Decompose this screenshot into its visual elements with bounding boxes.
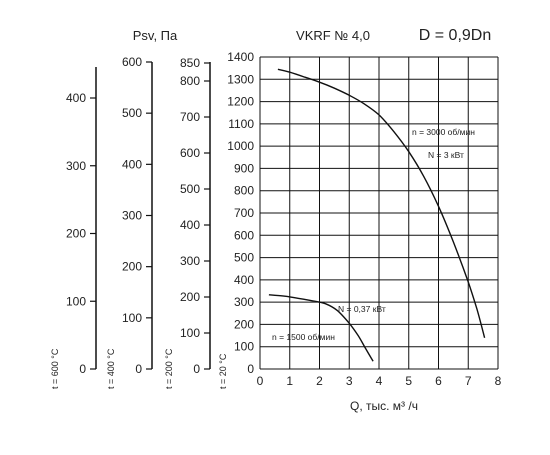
y-tick-label: 500 (234, 251, 254, 265)
temperature-scale-tick-label: 0 (193, 362, 200, 376)
temperature-scale-tick-label: 300 (180, 254, 200, 268)
temperature-scale-tick-label: 500 (122, 106, 142, 120)
x-tick-label: 1 (286, 374, 293, 388)
diameter-label: D = 0,9Dn (419, 27, 491, 44)
x-tick-label: 7 (465, 374, 472, 388)
x-tick-label: 0 (257, 374, 264, 388)
temperature-scale-tick-label: 200 (180, 290, 200, 304)
x-tick-label: 8 (495, 374, 502, 388)
temperature-scales: 0 100 200 300 400 t = 600 °C 0 100 200 300 400 500 6… (50, 55, 228, 389)
temperature-scale-tick-label: 400 (66, 91, 86, 105)
temperature-scale-tick-label: 400 (180, 218, 200, 232)
temperature-scale-tick-label: 0 (79, 362, 86, 376)
y-tick-label: 1400 (227, 50, 254, 64)
temperature-scale-tick-label: 300 (122, 209, 142, 223)
x-axis-label: Q, тыс. м³ /ч (350, 399, 418, 413)
y-tick-label: 900 (234, 161, 254, 175)
annotation-label: n = 1500 об/мин (272, 332, 335, 342)
temperature-scale-tick-label: 0 (135, 362, 142, 376)
temperature-scale-tick-label: 200 (66, 227, 86, 241)
temperature-scale-tick-label: 200 (122, 260, 142, 274)
temperature-scale-tick-label: 600 (122, 55, 142, 69)
y-tick-label: 700 (234, 206, 254, 220)
temperature-scale-tick-label: 100 (122, 311, 142, 325)
curve-3000-rpm (277, 68, 486, 338)
y-tick-label: 300 (234, 295, 254, 309)
temperature-scale-tick-label: 500 (180, 182, 200, 196)
x-tick-label: 3 (346, 374, 353, 388)
y-tick-label: 1200 (227, 95, 254, 109)
x-tick-label: 5 (405, 374, 412, 388)
temperature-scale-tick-label: 100 (66, 294, 86, 308)
temperature-scale-tick-label: 100 (180, 326, 200, 340)
pressure-axis-label: Psv, Па (133, 28, 178, 43)
temperature-scale-tick-label: 850 (180, 56, 200, 70)
annotation-label: n = 3000 об/мин (412, 127, 475, 137)
y-tick-label: 200 (234, 317, 254, 331)
curve-1500-rpm (268, 294, 374, 362)
x-tick-labels: 0 1 2 3 4 5 6 7 8 (257, 374, 502, 388)
x-tick-label: 2 (316, 374, 323, 388)
temperature-caption: t = 600 °C (50, 348, 60, 389)
annotations: n = 3000 об/мин N = 3 кВт N = 0,37 кВт n = … (272, 127, 475, 342)
temperature-scale-tick-label: 600 (180, 146, 200, 160)
temperature-caption: t = 20 °C (218, 353, 228, 389)
x-tick-label: 4 (376, 374, 383, 388)
temperature-scale-tick-label: 400 (122, 157, 142, 171)
y-tick-label: 800 (234, 184, 254, 198)
annotation-label: N = 3 кВт (428, 150, 464, 160)
temperature-scale-tick-label: 300 (66, 159, 86, 173)
y-tick-label: 1300 (227, 72, 254, 86)
x-tick-label: 6 (435, 374, 442, 388)
y-tick-labels: 0 100 200 300 400 500 600 700 800 900 1000 1100 1200… (227, 50, 254, 376)
annotation-label: N = 0,37 кВт (338, 304, 386, 314)
y-tick-label: 0 (247, 362, 254, 376)
temperature-caption: t = 400 °C (106, 348, 116, 389)
temperature-scale-tick-label: 700 (180, 110, 200, 124)
temperature-caption: t = 200 °C (164, 348, 174, 389)
temperature-scale-tick-label: 800 (180, 74, 200, 88)
y-tick-label: 600 (234, 228, 254, 242)
plot-grid (259, 56, 499, 370)
model-title: VKRF № 4,0 (296, 28, 370, 43)
y-tick-label: 100 (234, 340, 254, 354)
y-tick-label: 1000 (227, 139, 254, 153)
y-tick-label: 400 (234, 273, 254, 287)
y-tick-label: 1100 (228, 117, 254, 131)
curves (268, 68, 486, 362)
